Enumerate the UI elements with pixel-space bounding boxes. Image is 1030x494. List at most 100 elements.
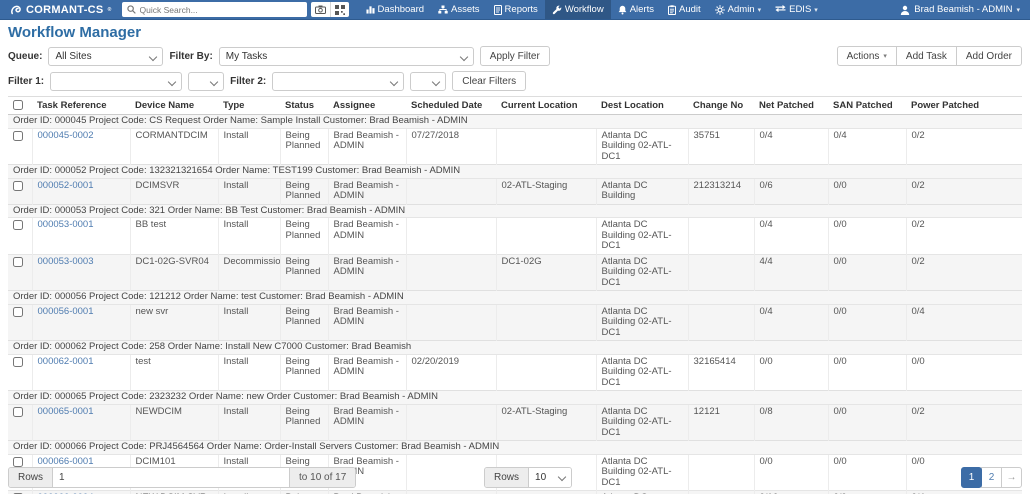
column-header-current-location[interactable]: Current Location [496,96,596,115]
page-button-1[interactable]: 1 [961,466,982,488]
next-page-button[interactable]: → [1001,466,1022,488]
brand-logo[interactable]: CORMANT-CS ® [0,4,122,16]
column-header-net-patched[interactable]: Net Patched [754,96,828,115]
row-checkbox[interactable] [13,256,23,267]
row-checkbox[interactable] [13,220,23,230]
column-header-task-reference[interactable]: Task Reference [32,96,130,115]
cell-power: 0/2 [905,253,1022,291]
page-button-2[interactable]: 2 [981,466,1002,488]
cell-power: 0/4 [905,303,1022,341]
task-reference-link[interactable]: 000066-0004 [38,492,94,494]
column-header-scheduled-date[interactable]: Scheduled Date [406,96,496,115]
top-navbar: CORMANT-CS® Dashboard Assets Reports Workfl… [0,0,1030,20]
qr-code-button[interactable] [329,2,349,17]
filter1-select[interactable] [50,71,183,91]
user-menu[interactable]: Brad Beamish - ADMIN ▾ [900,4,1030,15]
order-group-row: Order ID: 000056 Project Code: 121212 Or… [8,290,1022,304]
row-checkbox[interactable] [13,356,23,367]
cell-checkbox [8,490,32,494]
page-size-label: Rows [485,467,530,487]
cell-type: Install [217,490,280,494]
clear-filters-button[interactable]: Clear Filters [452,71,527,91]
cell-checkbox [8,253,32,291]
nav-item-admin[interactable]: Admin ▾ [708,0,768,19]
nav-item-edis[interactable]: EDIS ▾ [768,0,825,19]
column-header-device-name[interactable]: Device Name [130,96,218,115]
filter-by-select[interactable]: My Tasks [218,46,474,66]
column-header-dest-location[interactable]: Dest Location [596,96,688,115]
row-checkbox[interactable] [13,456,23,467]
add-task-button[interactable]: Add Task [895,46,957,66]
cell-power: 0/4 [905,490,1022,494]
nav-item-label: Assets [451,4,480,15]
cell-assignee: Brad Beamish - ADMIN [327,217,406,254]
cell-current-loc: 02-ATL-Staging [495,177,596,204]
nav-item-assets[interactable]: Assets [431,0,487,19]
actions-dropdown-button[interactable]: Actions ▾ [836,46,897,66]
cell-device: NEW DCIM SVR [129,490,218,494]
queue-select[interactable]: All Sites [48,46,164,66]
cell-current-loc [495,353,596,391]
nav-item-workflow[interactable]: Workflow [544,0,611,19]
task-reference-link[interactable]: 000053-0003 [37,255,94,267]
first-row-input[interactable] [53,467,290,487]
page-size-select[interactable]: 10 [529,467,572,487]
brand-text: CORMANT-CS [26,3,104,16]
cell-current-loc [495,303,596,341]
camera-search-button[interactable] [311,2,330,17]
row-checkbox[interactable] [13,130,23,141]
column-header-san-patched[interactable]: SAN Patched [828,96,906,115]
add-order-button[interactable]: Add Order [955,46,1022,66]
task-reference-link[interactable]: 000045-0002 [37,129,94,141]
cell-current-loc: DC1-02G [495,253,596,291]
column-header-change-no[interactable]: Change No [688,96,754,115]
nav-item-label: Reports [504,4,538,15]
column-header-type[interactable]: Type [218,96,280,115]
cell-net: 0/0 [753,353,828,391]
task-reference-link[interactable]: 000065-0001 [37,405,94,417]
nav-item-label: Audit [679,4,701,15]
task-row: 000053-0001 BB test Install Being Planned Br… [8,217,1022,254]
cell-san: 0/4 [827,127,906,165]
quick-search-input[interactable] [139,4,302,15]
filter2-select[interactable] [272,71,405,91]
row-checkbox[interactable] [13,306,23,317]
column-header-status[interactable]: Status [280,96,328,115]
cell-net: 0/6 [753,177,828,204]
row-checkbox[interactable] [13,180,23,191]
cell-device: DC1-02G-SVR04 [129,253,218,291]
task-reference-link[interactable]: 000052-0001 [37,179,94,191]
cell-san: 0/0 [827,490,906,494]
filter1-operator-select[interactable] [188,71,225,91]
task-reference-link[interactable]: 000066-0001 [37,455,94,467]
cell-dest-loc: Atlanta DC Building 02-ATL-DC1 [595,490,688,494]
task-reference-link[interactable]: 000053-0001 [37,219,94,230]
filter1-label: Filter 1: [8,75,45,87]
select-all-checkbox[interactable] [13,100,23,110]
cell-device: NEWDCIM [129,403,218,441]
quick-search-box[interactable] [121,2,307,17]
cell-status: Being Planned [279,217,328,254]
row-checkbox[interactable] [13,406,23,417]
cell-status: Being Planned [279,303,328,341]
column-header-power-patched[interactable]: Power Patched [906,96,1022,115]
nav-item-dashboard[interactable]: Dashboard [359,0,431,19]
order-group-header: Order ID: 000062 Project Code: 258 Order… [8,340,1022,354]
user-icon [900,5,910,15]
user-name: Brad Beamish - ADMIN [914,4,1013,15]
nav-item-reports[interactable]: Reports [487,0,545,19]
cell-task-reference: 000062-0001 [31,353,130,391]
cell-checkbox [8,303,32,341]
queue-label: Queue: [8,50,43,62]
apply-filter-button[interactable]: Apply Filter [479,46,550,66]
task-row: 000065-0001 NEWDCIM Install Being Planned Br… [8,403,1022,441]
nav-item-audit[interactable]: Audit [661,0,708,19]
queue-select-value: All Sites [55,50,92,62]
cell-assignee: Brad Beamish - ADMIN [327,127,406,165]
column-header-assignee[interactable]: Assignee [328,96,406,115]
filter2-operator-select[interactable] [410,71,447,91]
nav-item-alerts[interactable]: Alerts [611,0,661,19]
task-reference-link[interactable]: 000062-0001 [37,355,94,367]
task-reference-link[interactable]: 000056-0001 [37,305,94,317]
workflow-task-table: Task Reference Device Name Type Status Assig… [8,96,1022,494]
